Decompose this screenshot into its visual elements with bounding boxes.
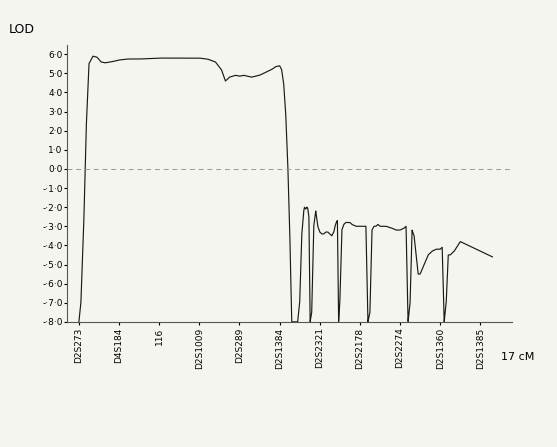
Text: LOD: LOD	[9, 22, 35, 35]
Text: 17 cM: 17 cM	[501, 352, 535, 362]
